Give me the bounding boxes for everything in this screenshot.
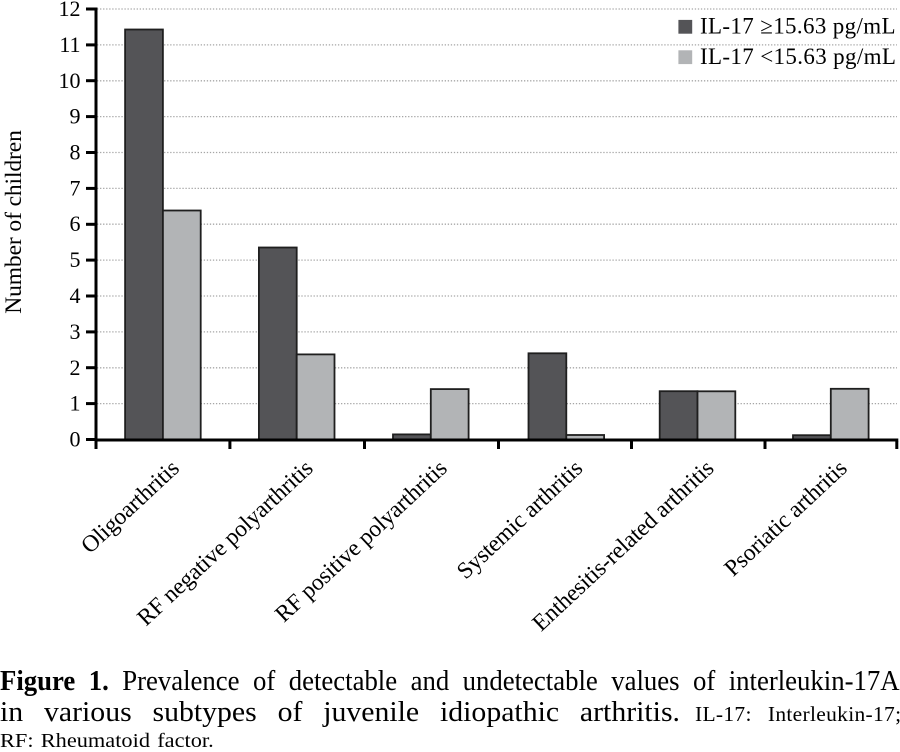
svg-text:9: 9	[70, 104, 81, 129]
svg-text:6: 6	[70, 211, 81, 236]
svg-text:3: 3	[70, 319, 81, 344]
svg-text:1: 1	[70, 391, 81, 416]
svg-text:10: 10	[59, 68, 81, 93]
svg-text:Systemic arthritis: Systemic arthritis	[452, 455, 588, 584]
svg-text:12: 12	[59, 0, 81, 21]
svg-text:2: 2	[70, 355, 81, 380]
svg-text:5: 5	[70, 247, 81, 272]
svg-text:11: 11	[59, 32, 80, 57]
svg-text:Oligoarthritis: Oligoarthritis	[76, 455, 184, 558]
svg-text:Number of children: Number of children	[1, 130, 27, 314]
svg-text:4: 4	[70, 283, 81, 308]
svg-text:7: 7	[70, 175, 81, 200]
svg-text:IL-17 ≥15.63 pg/mL: IL-17 ≥15.63 pg/mL	[700, 14, 896, 39]
svg-text:0: 0	[70, 427, 81, 452]
svg-text:IL-17 <15.63 pg/mL: IL-17 <15.63 pg/mL	[700, 44, 896, 69]
svg-text:Psoriatic arthritis: Psoriatic arthritis	[720, 455, 853, 581]
svg-text:8: 8	[70, 140, 81, 165]
